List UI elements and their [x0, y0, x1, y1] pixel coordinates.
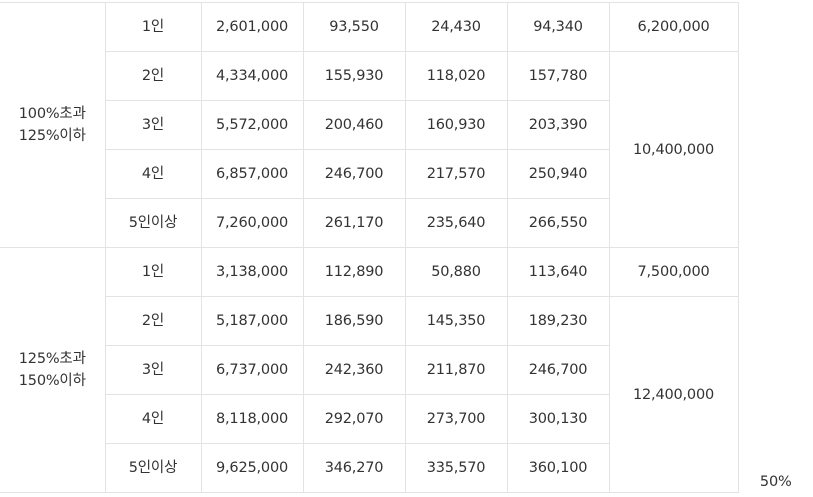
- table-row: 4인 6,857,000 246,700 217,570 250,940: [0, 149, 813, 199]
- value-cell: 273,700: [404, 394, 508, 444]
- household-size: 3인: [104, 100, 202, 150]
- household-size: 2인: [104, 51, 202, 101]
- value-cell: 94,340: [506, 2, 610, 52]
- value-cell: 217,570: [404, 149, 508, 199]
- value-cell: 4,334,000: [200, 51, 304, 101]
- limit-single-cell: 7,500,000: [608, 247, 739, 297]
- limit-multi-cell: 12,400,000: [608, 296, 739, 493]
- income-range-line1: 125%초과: [18, 351, 86, 367]
- value-cell: 6,737,000: [200, 345, 304, 395]
- value-cell: 93,550: [302, 2, 406, 52]
- table-row: 5인이상 7,260,000 261,170 235,640 266,550: [0, 198, 813, 248]
- table-row: 2인 4,334,000 155,930 118,020 157,780 10,…: [0, 51, 813, 248]
- household-size: 1인: [104, 2, 202, 52]
- value-cell: 155,930: [302, 51, 406, 101]
- value-cell: 360,100: [506, 443, 610, 493]
- value-cell: 300,130: [506, 394, 610, 444]
- household-size: 5인이상: [104, 443, 202, 493]
- income-range-cell: 125%초과 150%이하: [0, 247, 106, 493]
- support-rate-cell: 50%: [737, 2, 813, 493]
- value-cell: 8,118,000: [200, 394, 304, 444]
- value-cell: 50,880: [404, 247, 508, 297]
- value-cell: 157,780: [506, 51, 610, 101]
- household-size: 2인: [104, 296, 202, 346]
- value-cell: 5,187,000: [200, 296, 304, 346]
- value-cell: 112,890: [302, 247, 406, 297]
- value-cell: 160,930: [404, 100, 508, 150]
- table-row: 125%초과 150%이하 1인 3,138,000 112,890 50,88…: [0, 247, 813, 493]
- value-cell: 200,460: [302, 100, 406, 150]
- limit-single-cell: 6,200,000: [608, 2, 739, 52]
- household-size: 3인: [104, 345, 202, 395]
- value-cell: 2,601,000: [200, 2, 304, 52]
- value-cell: 24,430: [404, 2, 508, 52]
- value-cell: 7,260,000: [200, 198, 304, 248]
- table-row: 3인 5,572,000 200,460 160,930 203,390: [0, 100, 813, 150]
- table-row: 4인 8,118,000 292,070 273,700 300,130: [0, 394, 813, 444]
- value-cell: 246,700: [506, 345, 610, 395]
- value-cell: 118,020: [404, 51, 508, 101]
- household-size: 4인: [104, 394, 202, 444]
- value-cell: 5,572,000: [200, 100, 304, 150]
- value-cell: 292,070: [302, 394, 406, 444]
- household-size: 5인이상: [104, 198, 202, 248]
- value-cell: 203,390: [506, 100, 610, 150]
- household-size: 1인: [104, 247, 202, 297]
- value-cell: 246,700: [302, 149, 406, 199]
- value-cell: 145,350: [404, 296, 508, 346]
- income-range-cell: 100%초과 125%이하: [0, 2, 106, 248]
- value-cell: 242,360: [302, 345, 406, 395]
- table-row: 3인 6,737,000 242,360 211,870 246,700: [0, 345, 813, 395]
- value-cell: 346,270: [302, 443, 406, 493]
- value-cell: 189,230: [506, 296, 610, 346]
- value-cell: 335,570: [404, 443, 508, 493]
- value-cell: 113,640: [506, 247, 610, 297]
- value-cell: 211,870: [404, 345, 508, 395]
- value-cell: 186,590: [302, 296, 406, 346]
- value-cell: 250,940: [506, 149, 610, 199]
- value-cell: 3,138,000: [200, 247, 304, 297]
- income-range-line2: 125%이하: [18, 128, 86, 144]
- income-range-line2: 150%이하: [18, 373, 86, 389]
- household-size: 4인: [104, 149, 202, 199]
- table-row: 2인 5,187,000 186,590 145,350 189,230 12,…: [0, 296, 813, 493]
- income-range-line1: 100%초과: [18, 106, 86, 122]
- value-cell: 261,170: [302, 198, 406, 248]
- value-cell: 235,640: [404, 198, 508, 248]
- value-cell: 9,625,000: [200, 443, 304, 493]
- value-cell: 266,550: [506, 198, 610, 248]
- value-cell: 6,857,000: [200, 149, 304, 199]
- limit-multi-cell: 10,400,000: [608, 51, 739, 248]
- table-row: 5인이상 9,625,000 346,270 335,570 360,100: [0, 443, 813, 493]
